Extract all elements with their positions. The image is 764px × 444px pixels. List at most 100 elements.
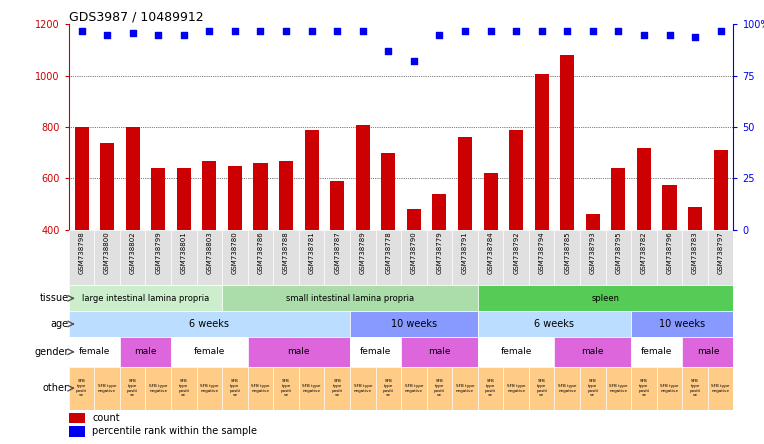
Bar <box>631 337 682 367</box>
Bar <box>171 230 196 285</box>
Text: GSM738801: GSM738801 <box>181 231 187 274</box>
Point <box>587 27 599 34</box>
Bar <box>248 337 350 367</box>
Point <box>561 27 573 34</box>
Bar <box>176 168 191 230</box>
Text: GSM738788: GSM738788 <box>283 231 289 274</box>
Bar <box>100 143 114 230</box>
Text: male: male <box>287 347 310 357</box>
Bar <box>432 194 446 230</box>
Bar <box>662 185 677 230</box>
Bar <box>611 168 626 230</box>
Bar <box>407 209 421 230</box>
Text: female: female <box>360 347 391 357</box>
Bar <box>606 230 631 285</box>
Bar <box>350 311 478 337</box>
Bar <box>401 367 426 410</box>
Bar <box>529 230 555 285</box>
Text: spleen: spleen <box>591 294 620 303</box>
Text: small intestinal lamina propria: small intestinal lamina propria <box>286 294 414 303</box>
Bar <box>586 214 600 230</box>
Text: SFB type
negative: SFB type negative <box>405 384 423 392</box>
Bar <box>196 367 222 410</box>
Text: GSM738802: GSM738802 <box>130 231 136 274</box>
Bar <box>350 367 376 410</box>
Text: male: male <box>697 347 719 357</box>
Point <box>536 27 548 34</box>
Bar <box>535 75 549 230</box>
Bar <box>120 337 171 367</box>
Bar <box>350 230 376 285</box>
Text: 10 weeks: 10 weeks <box>391 319 437 329</box>
Text: SFB
type
positi
ve: SFB type positi ve <box>383 379 394 397</box>
Bar <box>151 168 165 230</box>
Bar <box>381 153 395 230</box>
Text: male: male <box>134 347 157 357</box>
Bar <box>325 230 350 285</box>
Bar <box>682 230 708 285</box>
Text: GSM738778: GSM738778 <box>385 231 391 274</box>
Bar <box>708 230 733 285</box>
Text: SFB type
negative: SFB type negative <box>711 384 730 392</box>
Bar <box>631 367 657 410</box>
Bar <box>657 230 682 285</box>
Bar <box>279 161 293 230</box>
Text: SFB
type
positi
ve: SFB type positi ve <box>280 379 292 397</box>
Text: SFB
type
positi
ve: SFB type positi ve <box>178 379 189 397</box>
Text: SFB
type
positi
ve: SFB type positi ve <box>536 379 547 397</box>
Bar <box>478 337 555 367</box>
Point <box>357 27 369 34</box>
Bar <box>125 127 140 230</box>
Text: GSM738798: GSM738798 <box>79 231 85 274</box>
Bar <box>708 367 733 410</box>
Bar <box>682 367 708 410</box>
Text: SFB type
negative: SFB type negative <box>149 384 167 392</box>
Text: 10 weeks: 10 weeks <box>659 319 705 329</box>
Bar <box>503 230 529 285</box>
Text: male: male <box>428 347 451 357</box>
Bar <box>401 337 478 367</box>
Text: count: count <box>92 413 120 423</box>
Text: female: female <box>79 347 110 357</box>
Bar <box>580 367 606 410</box>
Bar <box>478 285 733 311</box>
Text: SFB
type
positi
ve: SFB type positi ve <box>690 379 701 397</box>
Text: GSM738790: GSM738790 <box>411 231 417 274</box>
Point <box>382 48 394 55</box>
Point <box>152 31 164 38</box>
Text: SFB type
negative: SFB type negative <box>609 384 627 392</box>
Text: large intestinal lamina propria: large intestinal lamina propria <box>82 294 209 303</box>
Bar <box>69 426 86 436</box>
Text: female: female <box>194 347 225 357</box>
Bar <box>376 230 401 285</box>
Text: GSM738799: GSM738799 <box>155 231 161 274</box>
Text: SFB
type
positi
ve: SFB type positi ve <box>332 379 343 397</box>
Bar <box>196 230 222 285</box>
Bar <box>228 166 242 230</box>
Text: SFB
type
positi
ve: SFB type positi ve <box>434 379 445 397</box>
Bar <box>555 337 631 367</box>
Text: gender: gender <box>34 347 69 357</box>
Text: GSM738791: GSM738791 <box>462 231 468 274</box>
Bar <box>145 367 171 410</box>
Bar <box>356 125 370 230</box>
Text: GSM738780: GSM738780 <box>232 231 238 274</box>
Text: SFB
type
positi
ve: SFB type positi ve <box>639 379 649 397</box>
Point <box>459 27 471 34</box>
Text: GSM738792: GSM738792 <box>513 231 520 274</box>
Text: GSM738795: GSM738795 <box>615 231 621 274</box>
Text: GSM738789: GSM738789 <box>360 231 366 274</box>
Bar <box>714 150 727 230</box>
Text: GSM738797: GSM738797 <box>717 231 724 274</box>
Point <box>203 27 215 34</box>
Bar <box>75 127 89 230</box>
Text: GSM738803: GSM738803 <box>206 231 212 274</box>
Point <box>127 29 139 36</box>
Text: GSM738787: GSM738787 <box>334 231 340 274</box>
Bar <box>222 285 478 311</box>
Bar <box>299 230 325 285</box>
Text: SFB type
negative: SFB type negative <box>507 384 526 392</box>
Bar <box>274 230 299 285</box>
Text: 6 weeks: 6 weeks <box>189 319 229 329</box>
Text: GSM738781: GSM738781 <box>309 231 315 274</box>
